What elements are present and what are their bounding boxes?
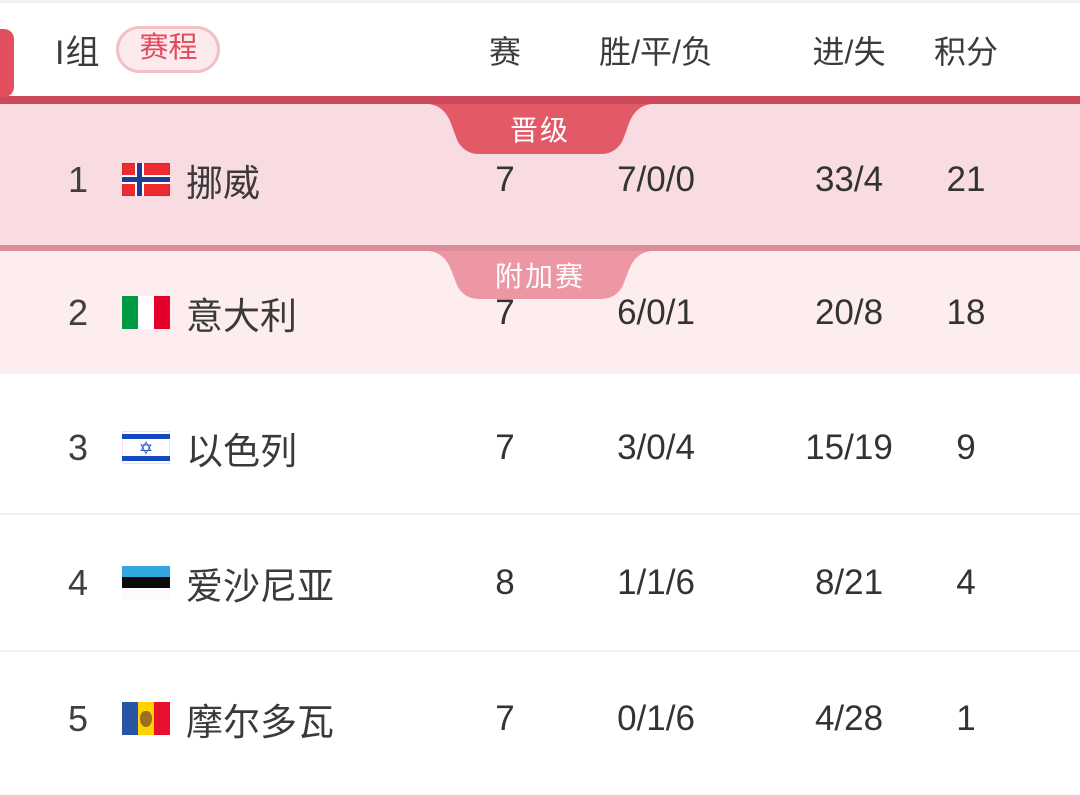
points-value: 1 <box>956 698 976 738</box>
team-name: 意大利 <box>186 295 297 337</box>
table-row-moldova[interactable]: 5 摩尔多瓦 7 0/1/6 4/28 1 <box>0 650 1080 795</box>
table-row-estonia[interactable]: 4 爱沙尼亚 8 1/1/6 8/21 4 <box>0 513 1080 650</box>
group-title: I组 <box>55 34 101 72</box>
played-value: 7 <box>495 698 515 738</box>
wdl-value: 0/1/6 <box>617 698 695 738</box>
promotion-badge: 晋级 <box>428 104 652 154</box>
badge-shape <box>428 251 652 299</box>
goals-value: 20/8 <box>814 292 884 332</box>
moldova-emblem <box>140 710 152 727</box>
table-row-norway[interactable]: 晋级 1 挪威 7 7/0/0 33/4 21 <box>0 104 1080 245</box>
wdl-value: 7/0/0 <box>617 159 695 199</box>
playoff-badge: 附加赛 <box>428 251 652 299</box>
team-name: 挪威 <box>186 162 260 204</box>
israel-flag-icon: ✡ <box>122 431 170 464</box>
promotion-badge-label: 晋级 <box>509 115 570 146</box>
top-hairline <box>0 0 1080 3</box>
table-row-israel[interactable]: 3 ✡ 以色列 7 3/0/4 15/19 9 <box>0 374 1080 513</box>
rank: 5 <box>67 697 88 739</box>
rank: 3 <box>67 426 88 468</box>
goals-value: 4/28 <box>814 698 884 738</box>
wdl-value: 1/1/6 <box>617 562 695 602</box>
rank: 4 <box>67 561 88 603</box>
wdl-value: 6/0/1 <box>617 292 695 332</box>
column-header-played: 赛 <box>488 33 521 70</box>
rank: 2 <box>67 291 88 333</box>
playoff-badge-label: 附加赛 <box>494 261 585 292</box>
team-name: 爱沙尼亚 <box>186 565 334 607</box>
table-row-italy[interactable]: 附加赛 2 意大利 7 6/0/1 20/8 18 <box>0 245 1080 374</box>
column-header-goals: 进/失 <box>812 33 886 70</box>
goals-value: 15/19 <box>805 427 893 467</box>
team-name: 摩尔多瓦 <box>186 701 334 743</box>
column-header-points: 积分 <box>933 33 998 70</box>
goals-value: 8/21 <box>814 562 884 602</box>
points-value: 18 <box>946 292 986 332</box>
moldova-flag-icon <box>122 702 170 735</box>
rank: 1 <box>67 158 88 200</box>
norway-flag-icon <box>122 163 170 196</box>
points-value: 4 <box>956 562 976 602</box>
estonia-flag-icon <box>122 566 170 599</box>
badge-shape <box>428 104 652 154</box>
points-value: 21 <box>946 159 986 199</box>
wdl-value: 3/0/4 <box>617 427 695 467</box>
star-of-david-icon: ✡ <box>138 439 154 458</box>
played-value: 7 <box>495 427 515 467</box>
points-value: 9 <box>956 427 976 467</box>
schedule-button[interactable]: 赛程 <box>116 26 221 73</box>
played-value: 7 <box>495 159 515 199</box>
played-value: 7 <box>495 292 515 332</box>
accent-bar <box>0 29 14 97</box>
italy-flag-icon <box>122 296 170 329</box>
group-header: I组 赛程 赛 胜/平/负 进/失 积分 <box>0 3 1080 104</box>
column-headers: 赛 胜/平/负 进/失 积分 <box>455 27 1021 73</box>
team-name: 以色列 <box>186 430 297 472</box>
played-value: 8 <box>495 562 515 602</box>
goals-value: 33/4 <box>814 159 884 199</box>
column-header-wdl: 胜/平/负 <box>599 33 713 70</box>
